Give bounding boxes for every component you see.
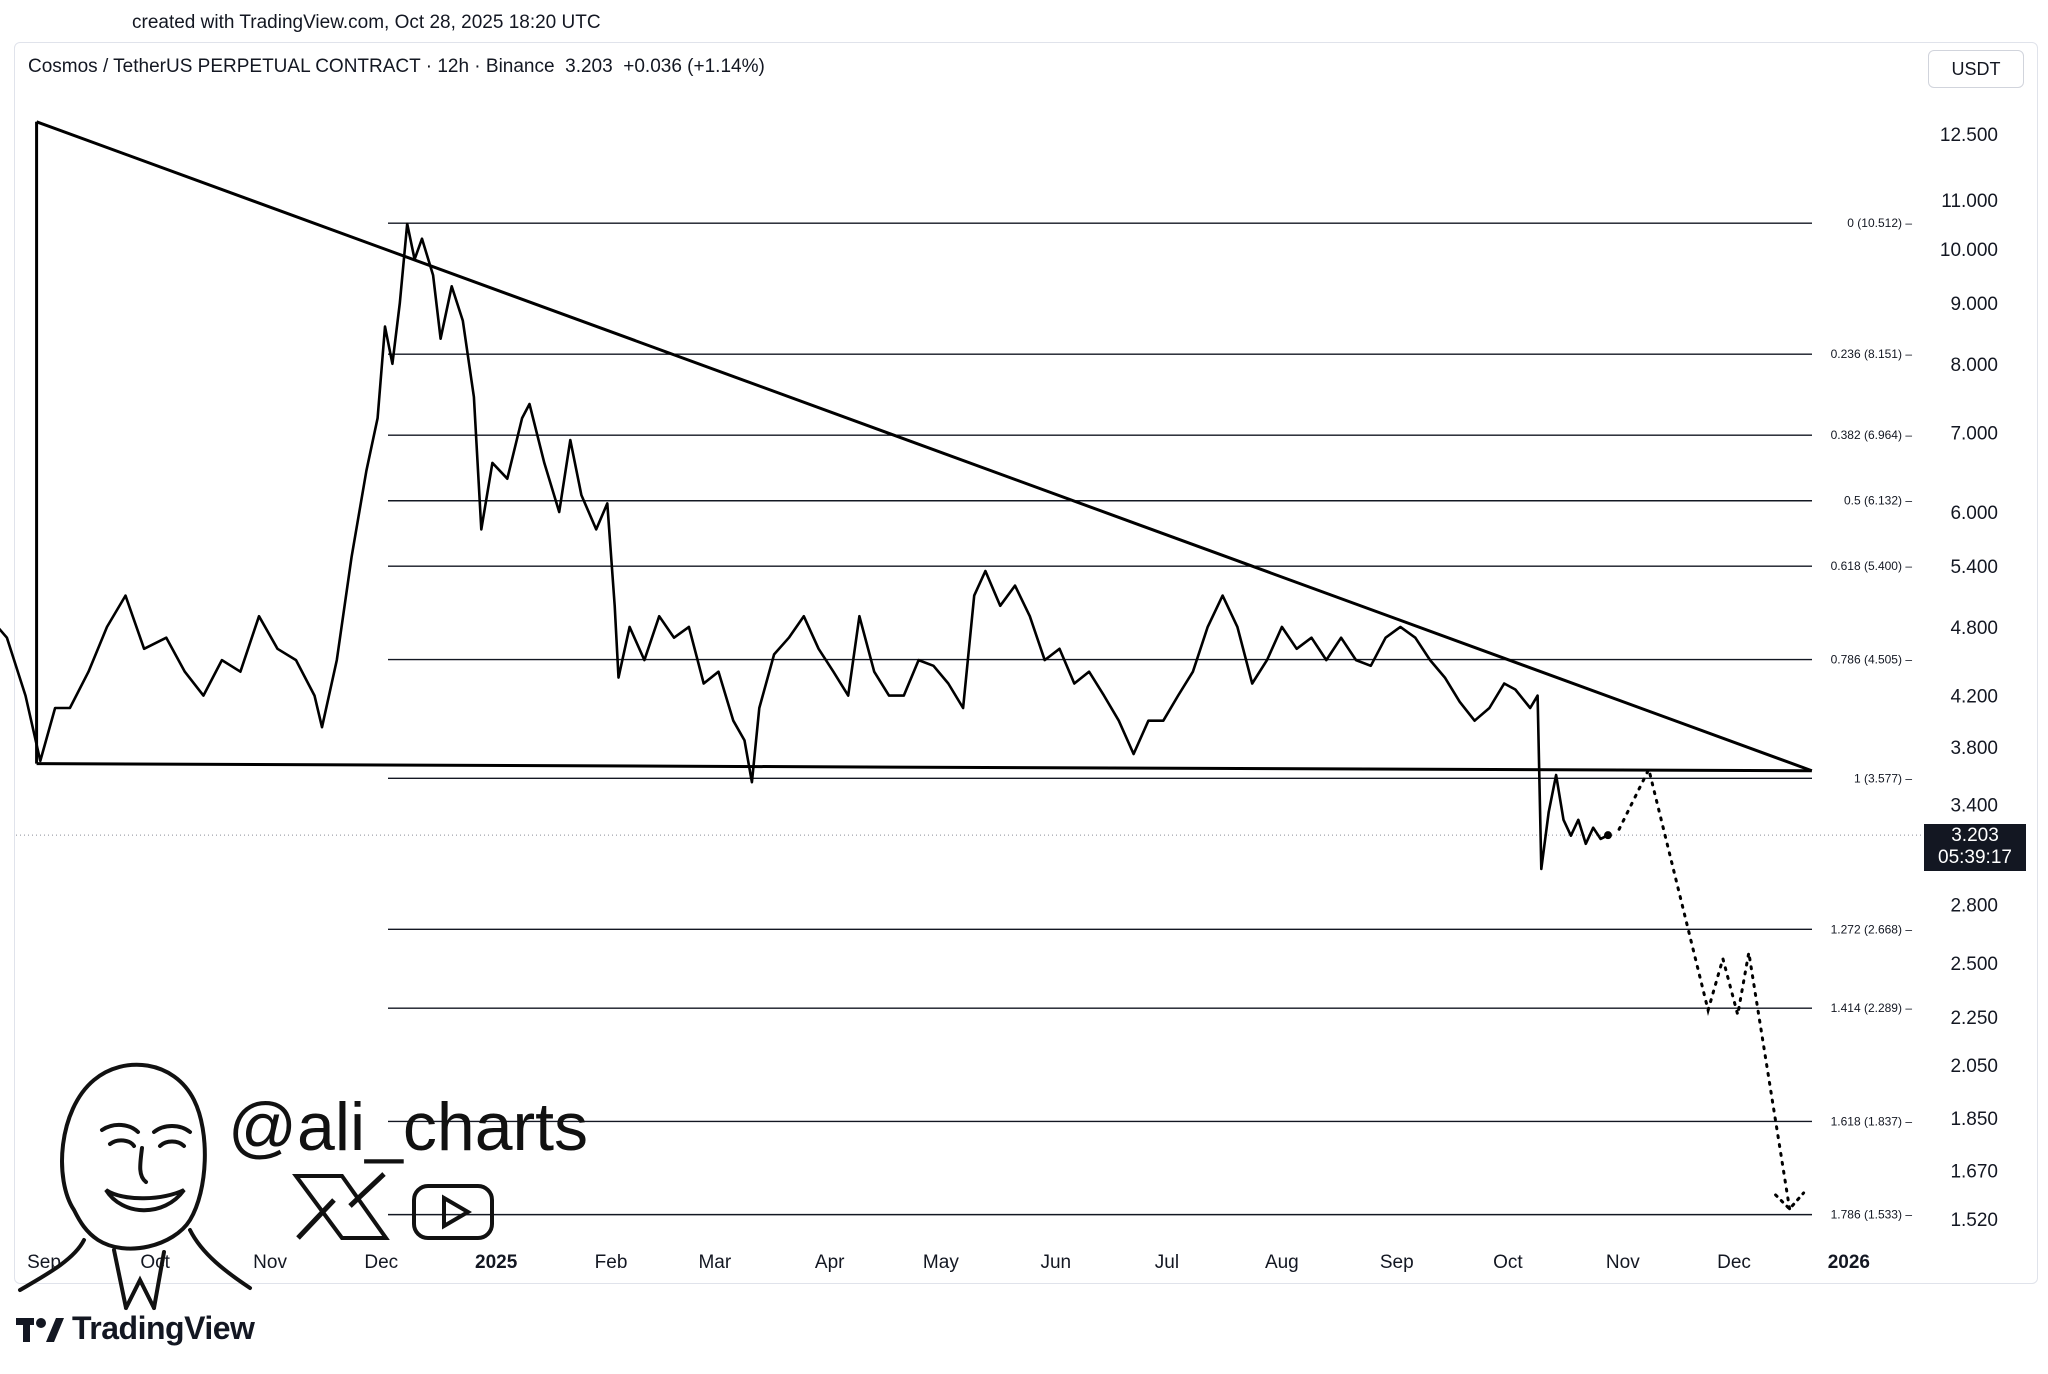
y-tick-label: 2.500 bbox=[1950, 954, 1998, 975]
x-tick-label: Sep bbox=[27, 1252, 61, 1273]
tradingview-brand[interactable]: TradingView bbox=[16, 1310, 255, 1347]
y-tick-label: 3.400 bbox=[1950, 795, 1998, 816]
x-tick-label: Nov bbox=[253, 1252, 287, 1273]
y-tick-label: 9.000 bbox=[1950, 294, 1998, 315]
y-tick-label: 2.050 bbox=[1950, 1056, 1998, 1077]
last-price: 3.203 bbox=[565, 56, 613, 77]
symbol-name[interactable]: Cosmos / TetherUS PERPETUAL CONTRACT bbox=[28, 56, 421, 77]
projection-path bbox=[1617, 764, 1792, 1211]
y-tick-label: 12.500 bbox=[1940, 125, 1998, 146]
fib-level-label: 1.272 (2.668) – bbox=[1831, 922, 1913, 936]
fib-level-label: 0 (10.512) – bbox=[1847, 216, 1912, 230]
x-tick-label: 2025 bbox=[475, 1252, 518, 1273]
triangle-resistance-line bbox=[36, 120, 1813, 773]
fib-level-label: 1.414 (2.289) – bbox=[1831, 1001, 1913, 1015]
y-tick-label: 11.000 bbox=[1941, 191, 1998, 212]
fib-level-label: 0.786 (4.505) – bbox=[1831, 653, 1913, 667]
x-tick-label: Feb bbox=[595, 1252, 628, 1273]
fib-level-label: 0.5 (6.132) – bbox=[1844, 494, 1912, 508]
x-tick-label: Jul bbox=[1155, 1252, 1179, 1273]
y-tick-label: 8.000 bbox=[1950, 355, 1998, 376]
x-tick-label: May bbox=[923, 1252, 959, 1273]
x-tick-label: Jun bbox=[1040, 1252, 1071, 1273]
y-tick-label: 2.800 bbox=[1950, 895, 1998, 916]
currency-button[interactable]: USDT bbox=[1928, 50, 2024, 88]
projection-arrow-head bbox=[1774, 1191, 1806, 1212]
tradingview-wordmark: TradingView bbox=[72, 1310, 255, 1346]
exchange-label: Binance bbox=[485, 56, 555, 77]
current-price-value: 3.203 bbox=[1951, 825, 1999, 846]
price-series-line bbox=[0, 222, 1609, 871]
y-tick-label: 4.200 bbox=[1950, 687, 1998, 708]
interval-label[interactable]: 12h bbox=[437, 56, 470, 77]
avatar-illustration bbox=[18, 1062, 252, 1310]
y-tick-label: 7.000 bbox=[1950, 424, 1998, 445]
x-tick-label: Mar bbox=[698, 1252, 731, 1273]
chart-panel[interactable] bbox=[14, 42, 2038, 1284]
social-icons bbox=[292, 1172, 494, 1240]
fib-level-label: 1 (3.577) – bbox=[1854, 771, 1912, 785]
last-price-point bbox=[1603, 831, 1612, 840]
x-tick-label: 2026 bbox=[1828, 1252, 1870, 1273]
x-tick-label: Apr bbox=[815, 1252, 845, 1273]
y-tick-label: 1.520 bbox=[1950, 1210, 1998, 1231]
x-tick-label: Dec bbox=[364, 1252, 398, 1273]
fib-level-label: 0.236 (8.151) – bbox=[1831, 347, 1913, 361]
y-tick-label: 2.250 bbox=[1950, 1008, 1998, 1029]
fib-level-label: 0.382 (6.964) – bbox=[1831, 428, 1913, 442]
y-tick-label: 10.000 bbox=[1940, 240, 1998, 261]
x-tick-label: Dec bbox=[1717, 1252, 1751, 1273]
y-tick-label: 4.800 bbox=[1950, 618, 1998, 639]
x-tick-label: Oct bbox=[1493, 1252, 1523, 1273]
bar-countdown: 05:39:17 bbox=[1938, 847, 2012, 868]
y-tick-label: 1.850 bbox=[1950, 1109, 1998, 1130]
price-change: +0.036 (+1.14%) bbox=[623, 56, 765, 77]
fib-level-label: 1.786 (1.533) – bbox=[1831, 1208, 1913, 1222]
x-tick-label: Sep bbox=[1380, 1252, 1414, 1273]
y-tick-label: 6.000 bbox=[1950, 503, 1998, 524]
symbol-header: Cosmos / TetherUS PERPETUAL CONTRACT · 1… bbox=[28, 56, 765, 77]
created-with-caption: created with TradingView.com, Oct 28, 20… bbox=[132, 12, 601, 33]
y-tick-label: 3.800 bbox=[1950, 738, 1998, 759]
x-tick-label: Aug bbox=[1265, 1252, 1299, 1273]
watermark-handle: @ali_charts bbox=[228, 1089, 589, 1165]
x-logo-icon bbox=[292, 1172, 390, 1240]
youtube-play-icon bbox=[412, 1184, 494, 1240]
triangle-support-line bbox=[36, 762, 1812, 773]
current-price-tag: 3.203 05:39:17 bbox=[1924, 824, 2026, 871]
y-tick-label: 5.400 bbox=[1950, 557, 1998, 578]
y-tick-label: 1.670 bbox=[1950, 1162, 1998, 1183]
fib-level-label: 0.618 (5.400) – bbox=[1831, 559, 1913, 573]
x-tick-label: Nov bbox=[1606, 1252, 1640, 1273]
fib-level-label: 1.618 (1.837) – bbox=[1831, 1114, 1913, 1128]
tradingview-logo-icon bbox=[16, 1317, 64, 1342]
